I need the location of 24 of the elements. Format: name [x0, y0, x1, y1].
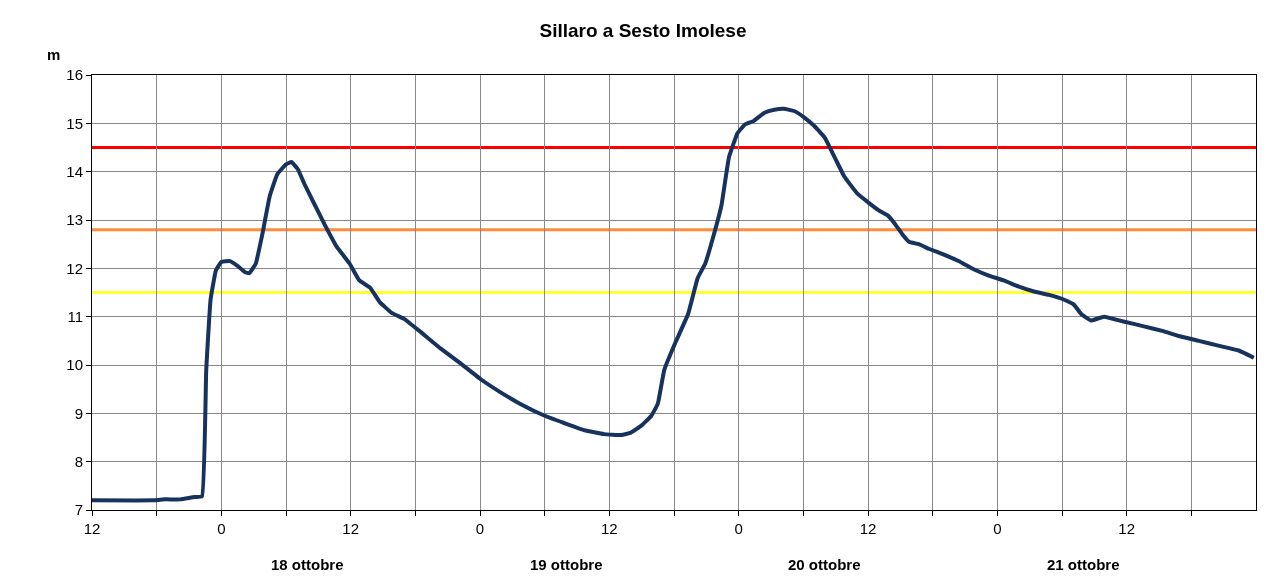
x-tick-label: 12 — [1118, 520, 1136, 537]
chart-title: Sillaro a Sesto Imolese — [539, 19, 747, 41]
text: 18 ottobre — [271, 556, 344, 573]
text: 20 ottobre — [788, 556, 861, 573]
x-tick-label: 0 — [734, 520, 743, 537]
x-tick-label: 0 — [217, 520, 226, 537]
text: 19 ottobre — [530, 556, 603, 573]
y-tick-label: 13 — [66, 211, 83, 229]
y-axis-title: m — [47, 46, 61, 63]
y-tick-label: 14 — [66, 162, 83, 180]
x-tick-label: 0 — [475, 520, 485, 537]
text: 21 ottobre — [1047, 556, 1120, 573]
y-tick-label: 16 — [66, 66, 83, 84]
y-tick-label: 10 — [66, 356, 83, 374]
y-tick-label: 15 — [66, 114, 83, 132]
x-tick-label: 12 — [859, 520, 877, 537]
y-tick-label: 8 — [74, 452, 83, 470]
x-tick-label: 12 — [342, 520, 360, 537]
y-tick-label: 9 — [74, 404, 83, 422]
y-tick-label: 11 — [67, 307, 83, 325]
x-tick-label: 0 — [993, 520, 1002, 537]
y-tick-label: 12 — [66, 259, 83, 277]
y-tick-label: 7 — [74, 501, 83, 519]
x-tick-label: 12 — [600, 520, 618, 537]
